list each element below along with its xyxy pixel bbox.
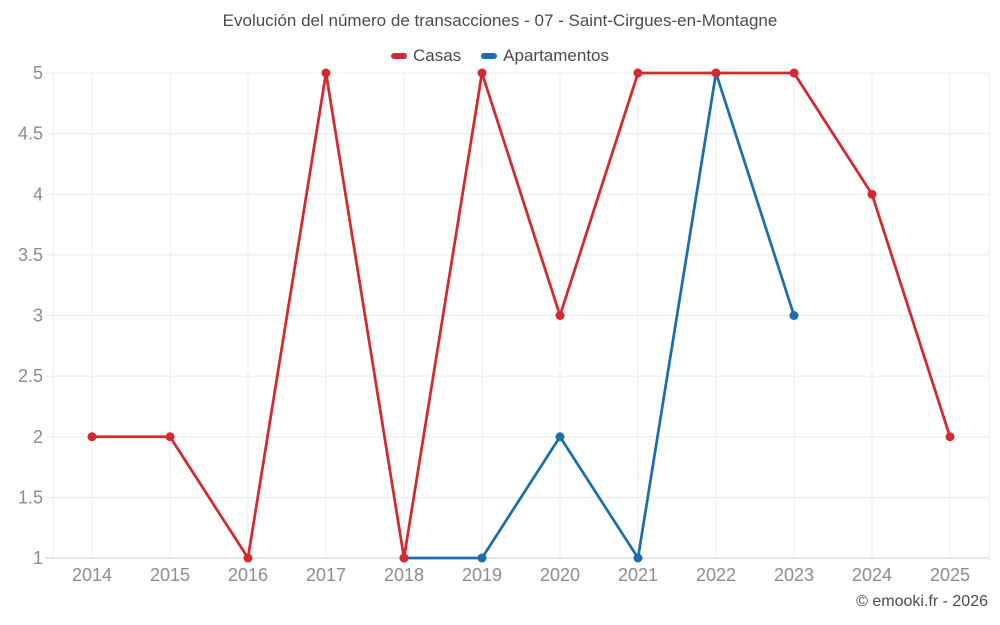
y-tick-label: 2 bbox=[33, 427, 43, 447]
y-tick-label: 3.5 bbox=[18, 245, 43, 265]
casas-swatch-icon bbox=[390, 53, 407, 59]
point-apartamentos-2021[interactable] bbox=[633, 553, 643, 563]
legend-label: Apartamentos bbox=[503, 46, 610, 65]
y-tick-label: 1.5 bbox=[18, 487, 43, 507]
point-casas-2017[interactable] bbox=[321, 68, 331, 78]
x-tick-label: 2021 bbox=[618, 565, 658, 585]
point-casas-2015[interactable] bbox=[165, 432, 175, 442]
apartamentos-swatch-icon bbox=[481, 53, 498, 59]
x-tick-label: 2018 bbox=[384, 565, 424, 585]
x-tick-label: 2019 bbox=[462, 565, 502, 585]
point-casas-2025[interactable] bbox=[945, 432, 955, 442]
legend: Casas Apartamentos bbox=[0, 46, 1000, 66]
point-casas-2014[interactable] bbox=[87, 432, 97, 442]
point-casas-2016[interactable] bbox=[243, 553, 253, 563]
x-tick-label: 2014 bbox=[72, 565, 112, 585]
y-tick-label: 5 bbox=[33, 63, 43, 83]
chart-title: Evolución del número de transacciones - … bbox=[222, 11, 778, 30]
y-tick-label: 3 bbox=[33, 306, 43, 326]
point-casas-2019[interactable] bbox=[477, 68, 487, 78]
point-casas-2021[interactable] bbox=[633, 68, 643, 78]
point-casas-2022[interactable] bbox=[711, 68, 721, 78]
casas-line bbox=[90, 71, 952, 560]
y-tick-label: 4.5 bbox=[18, 124, 43, 144]
x-tick-label: 2022 bbox=[696, 565, 736, 585]
legend-label: Casas bbox=[412, 46, 462, 65]
point-casas-2018[interactable] bbox=[399, 553, 409, 563]
x-tick-label: 2015 bbox=[150, 565, 190, 585]
copyright-text: © emooki.fr - 2026 bbox=[856, 593, 988, 610]
x-tick-label: 2024 bbox=[852, 565, 892, 585]
point-casas-2023[interactable] bbox=[789, 68, 799, 78]
legend-item-casas[interactable]: Casas bbox=[390, 46, 462, 66]
x-tick-label: 2020 bbox=[540, 565, 580, 585]
point-casas-2020[interactable] bbox=[555, 311, 565, 320]
point-apartamentos-2019[interactable] bbox=[477, 553, 487, 563]
y-tick-label: 4 bbox=[33, 184, 43, 204]
x-tick-label: 2017 bbox=[306, 565, 346, 585]
apartamentos-line bbox=[402, 71, 796, 560]
point-apartamentos-2023[interactable] bbox=[789, 311, 799, 320]
x-tick-label: 2016 bbox=[228, 565, 268, 585]
y-tick-label: 2.5 bbox=[18, 366, 43, 386]
legend-item-apartamentos[interactable]: Apartamentos bbox=[481, 46, 609, 66]
x-tick-label: 2023 bbox=[774, 565, 814, 585]
point-casas-2024[interactable] bbox=[867, 189, 877, 199]
x-tick-label: 2025 bbox=[930, 565, 970, 585]
y-tick-label: 1 bbox=[33, 548, 43, 568]
point-apartamentos-2020[interactable] bbox=[555, 432, 565, 442]
